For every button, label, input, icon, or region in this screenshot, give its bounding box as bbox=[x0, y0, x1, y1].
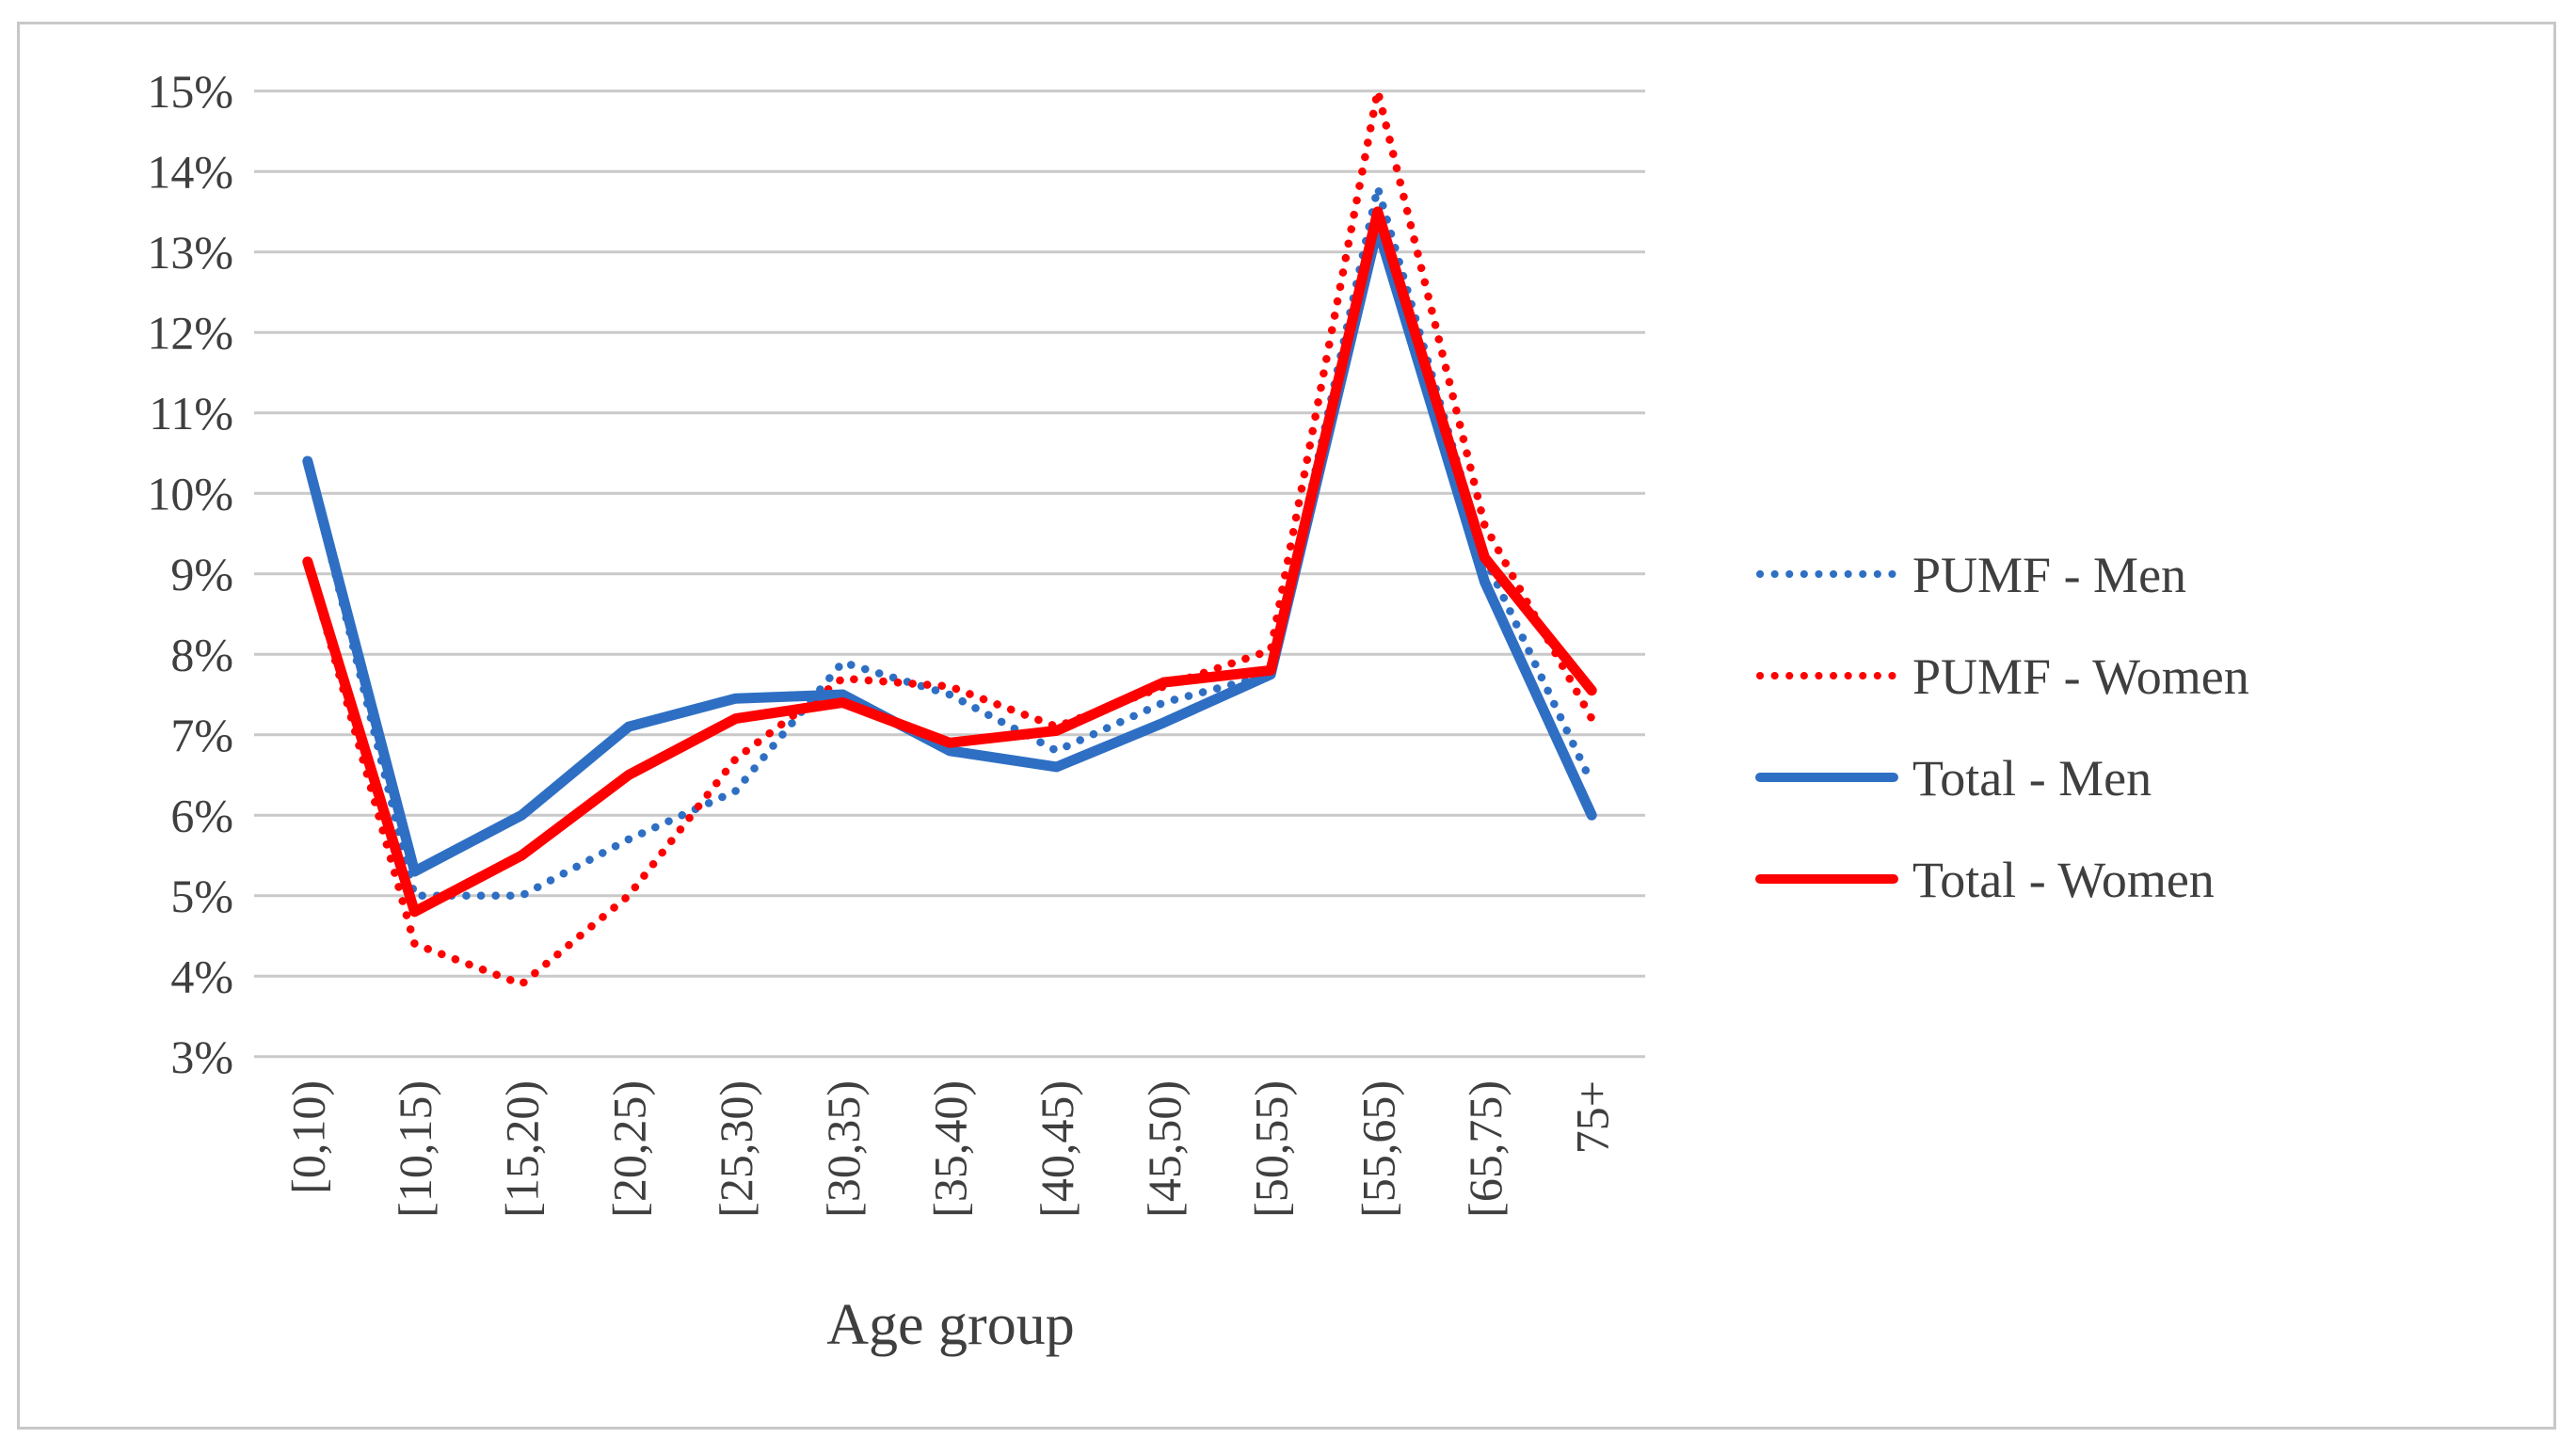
x-tick-label: [55,65) bbox=[1352, 1080, 1404, 1218]
x-tick-label: [65,75) bbox=[1459, 1080, 1512, 1218]
x-tick-label: [40,45) bbox=[1031, 1080, 1083, 1218]
figure-border bbox=[17, 22, 2556, 1430]
y-tick-label: 12% bbox=[147, 307, 233, 360]
y-tick-label: 8% bbox=[170, 629, 233, 681]
legend-label: Total - Men bbox=[1912, 750, 2152, 807]
y-tick-label: 11% bbox=[149, 387, 233, 439]
y-tick-label: 5% bbox=[170, 870, 233, 922]
y-tick-label: 3% bbox=[170, 1031, 233, 1083]
x-axis-labels: [0,10) [10,15) [15,20) [20,25) [25,30) [30,35… bbox=[281, 1080, 1618, 1218]
x-tick-label: [10,15) bbox=[389, 1080, 441, 1218]
legend: PUMF - Men PUMF - Women Total - Men Total -… bbox=[1755, 547, 2249, 908]
y-tick-label: 13% bbox=[147, 226, 233, 279]
y-tick-label: 9% bbox=[170, 548, 233, 600]
series-line-total-women bbox=[302, 206, 1597, 918]
y-tick-label: 15% bbox=[147, 65, 233, 118]
legend-entry: PUMF - Women bbox=[1756, 648, 2249, 705]
y-tick-label: 6% bbox=[170, 790, 233, 842]
x-tick-label: [30,35) bbox=[817, 1080, 870, 1218]
x-tick-label: 75+ bbox=[1566, 1080, 1619, 1154]
y-tick-label: 7% bbox=[170, 709, 233, 761]
y-axis-labels: 15% 14% 13% 12% 11% 10% 9% 8% 7% 6% 5% 4% 3% bbox=[147, 65, 233, 1083]
legend-entry: Total - Women bbox=[1755, 852, 2215, 908]
gridlines bbox=[254, 89, 1645, 1059]
x-tick-label: [35,40) bbox=[924, 1080, 977, 1218]
x-tick-label: [15,20) bbox=[496, 1080, 549, 1218]
legend-label: Total - Women bbox=[1912, 852, 2215, 908]
legend-entry: Total - Men bbox=[1755, 750, 2152, 807]
y-tick-label: 14% bbox=[147, 146, 233, 199]
series-lines bbox=[302, 87, 1597, 989]
x-tick-label: [20,25) bbox=[602, 1080, 655, 1218]
x-tick-label: [50,55) bbox=[1245, 1080, 1298, 1218]
x-tick-label: [0,10) bbox=[281, 1080, 334, 1194]
x-tick-label: [25,30) bbox=[710, 1080, 762, 1218]
legend-entry: PUMF - Men bbox=[1756, 547, 2186, 603]
legend-label: PUMF - Women bbox=[1912, 648, 2249, 705]
series-line-total-men bbox=[302, 222, 1597, 877]
y-tick-label: 4% bbox=[170, 951, 233, 1003]
y-tick-label: 10% bbox=[147, 468, 233, 520]
series-line-pumf-men bbox=[303, 184, 1596, 900]
series-line-pumf-women bbox=[303, 87, 1596, 989]
x-tick-label: [45,50) bbox=[1138, 1080, 1191, 1218]
legend-label: PUMF - Men bbox=[1912, 547, 2186, 603]
x-axis-title: Age group bbox=[826, 1293, 1074, 1357]
